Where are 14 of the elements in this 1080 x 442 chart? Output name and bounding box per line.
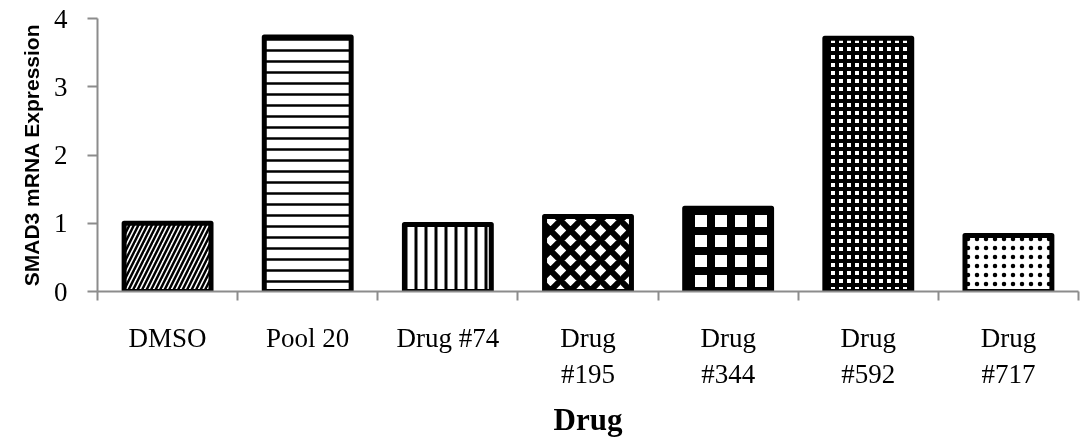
x-tick-label: Drug #592 (840, 322, 897, 389)
x-axis-title: Drug (553, 401, 623, 437)
x-tick-label: Drug #74 (396, 322, 500, 353)
y-tick-label: 4 (54, 3, 68, 34)
y-tick-label: 2 (54, 140, 68, 170)
y-tick-label: 1 (54, 208, 68, 239)
y-tick-label: 3 (54, 71, 68, 102)
x-tick-label: DMSO (128, 322, 207, 353)
x-tick-label: Drug #717 (980, 322, 1037, 389)
x-tick-label: Pool 20 (266, 322, 350, 353)
x-tick-label: Drug #344 (700, 322, 756, 389)
y-axis-title: SMAD3 mRNA Expression (20, 24, 43, 287)
y-tick-label: 0 (54, 276, 68, 307)
x-tick-label: Drug #195 (560, 322, 616, 389)
